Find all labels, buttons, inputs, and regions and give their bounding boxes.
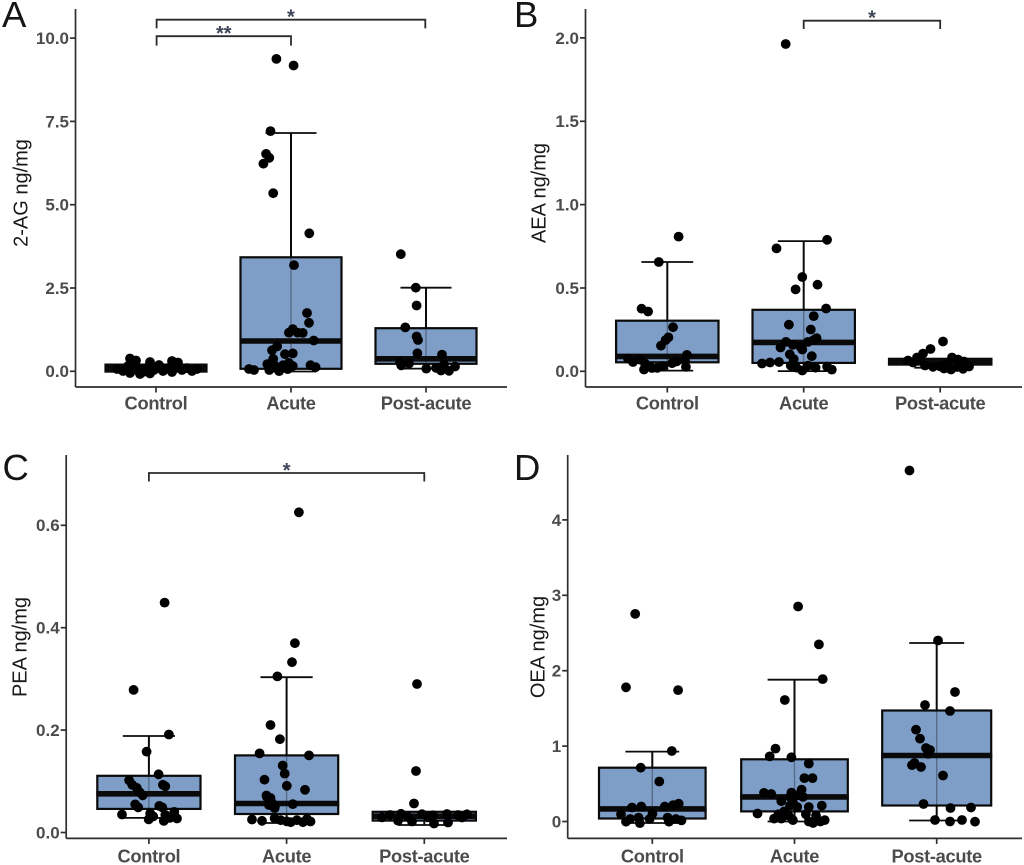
svg-text:Control: Control — [117, 846, 180, 865]
svg-text:C: C — [3, 447, 29, 488]
svg-text:5.0: 5.0 — [45, 196, 69, 215]
svg-text:B: B — [514, 0, 538, 35]
svg-text:Acute: Acute — [779, 393, 828, 414]
svg-text:2: 2 — [552, 662, 561, 681]
svg-text:Control: Control — [636, 393, 699, 414]
svg-text:Post-acute: Post-acute — [381, 393, 472, 414]
svg-text:*: * — [868, 8, 876, 30]
svg-text:D: D — [514, 447, 540, 488]
svg-text:*: * — [287, 7, 295, 29]
svg-text:2.0: 2.0 — [555, 29, 579, 48]
svg-text:**: ** — [216, 23, 232, 45]
svg-text:0.6: 0.6 — [36, 516, 60, 535]
svg-text:AEA ng/mg: AEA ng/mg — [529, 143, 551, 243]
svg-text:Post-acute: Post-acute — [379, 846, 470, 865]
svg-text:2-AG ng/mg: 2-AG ng/mg — [11, 139, 33, 247]
svg-text:1: 1 — [552, 737, 561, 756]
svg-text:10.0: 10.0 — [36, 29, 69, 48]
svg-text:4: 4 — [552, 511, 562, 530]
svg-text:Post-acute: Post-acute — [891, 846, 982, 865]
svg-text:3: 3 — [552, 586, 561, 605]
svg-text:A: A — [2, 0, 27, 35]
svg-text:Acute: Acute — [262, 846, 311, 865]
svg-text:7.5: 7.5 — [45, 112, 69, 131]
svg-text:0.0: 0.0 — [36, 823, 60, 842]
svg-text:1.0: 1.0 — [555, 196, 579, 215]
svg-text:Acute: Acute — [266, 393, 315, 414]
svg-text:PEA ng/mg: PEA ng/mg — [10, 597, 32, 697]
svg-text:OEA ng/mg: OEA ng/mg — [528, 596, 550, 698]
svg-text:Control: Control — [125, 393, 188, 414]
svg-text:0: 0 — [552, 812, 561, 831]
svg-text:0.0: 0.0 — [45, 362, 69, 381]
svg-text:0.0: 0.0 — [555, 362, 579, 381]
svg-text:Control: Control — [621, 846, 684, 865]
svg-text:Acute: Acute — [770, 846, 819, 865]
svg-text:1.5: 1.5 — [555, 112, 579, 131]
svg-text:0.5: 0.5 — [555, 279, 579, 298]
svg-text:0.2: 0.2 — [36, 721, 60, 740]
svg-text:*: * — [283, 460, 291, 482]
svg-text:Post-acute: Post-acute — [895, 393, 986, 414]
svg-text:0.4: 0.4 — [36, 619, 60, 638]
svg-text:2.5: 2.5 — [45, 279, 69, 298]
